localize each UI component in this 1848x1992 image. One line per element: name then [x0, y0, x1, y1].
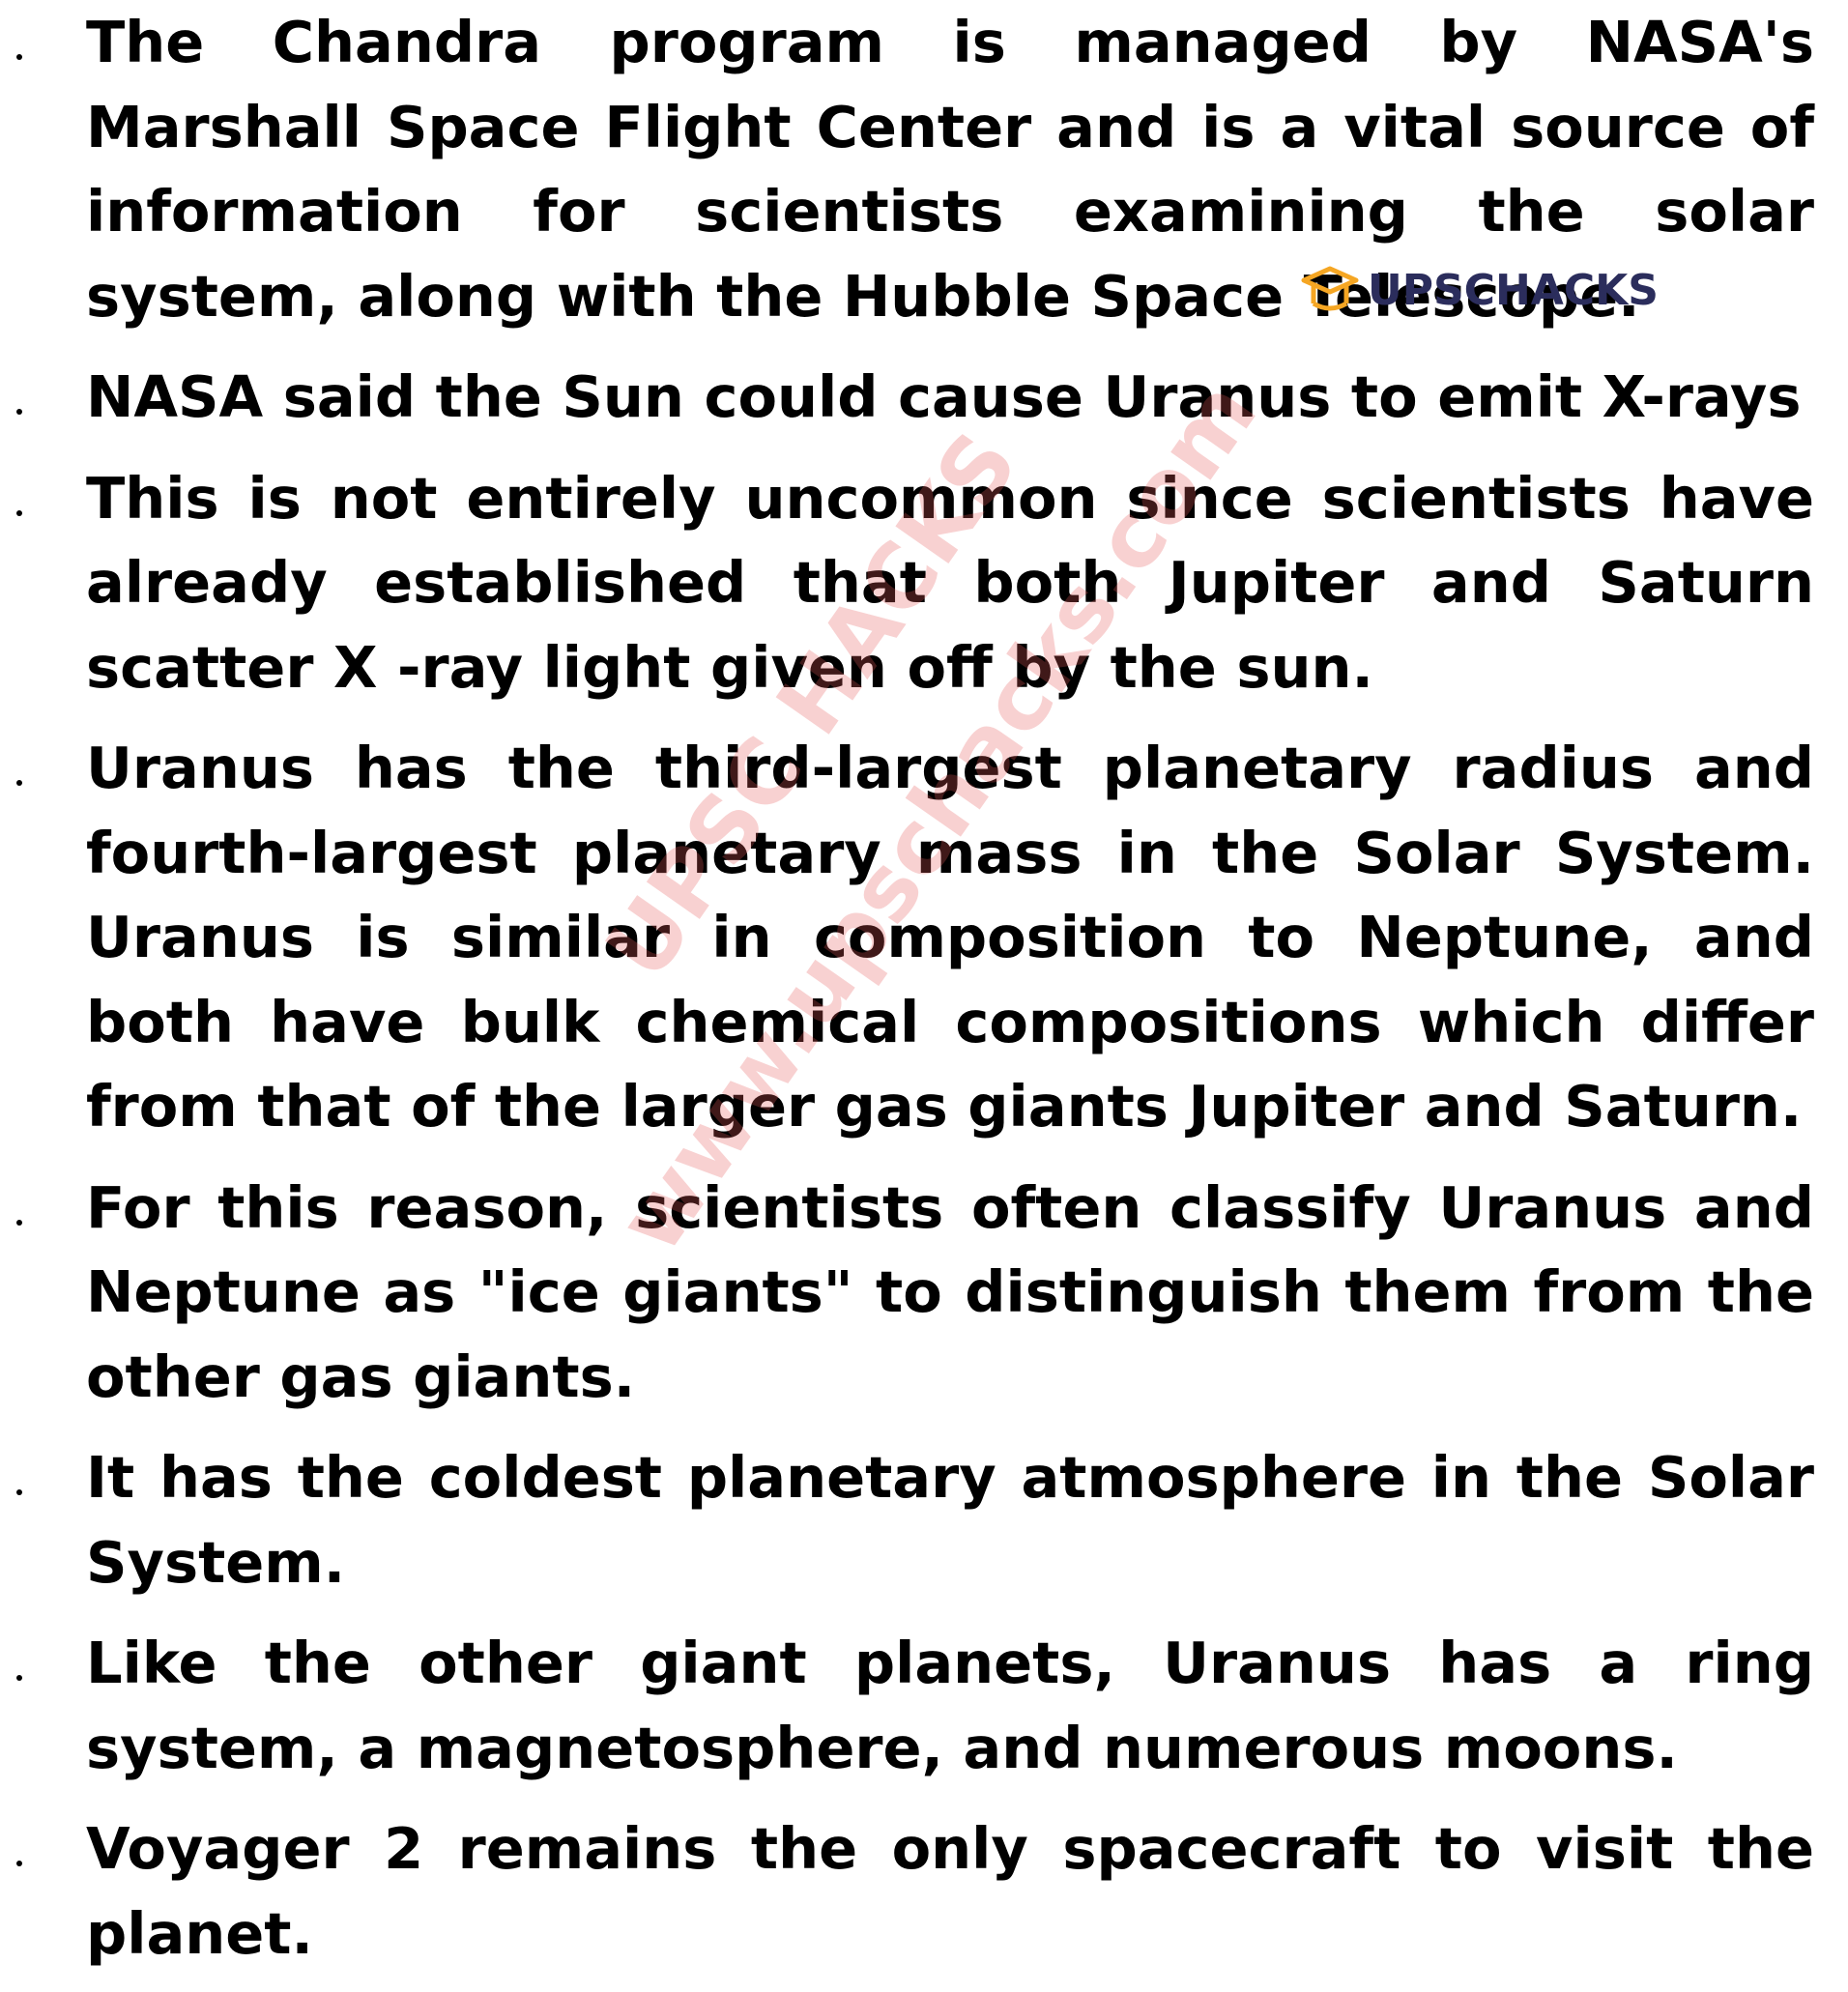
bullet-item: The Chandra program is managed by NASA's…	[16, 0, 1814, 338]
bullet-item: For this reason, scientists often classi…	[16, 1166, 1814, 1420]
bullet-item: Voyager 2 remains the only spacecraft to…	[16, 1806, 1814, 1976]
bullet-item: Uranus has the third-largest planetary r…	[16, 726, 1814, 1149]
bullet-item: NASA said the Sun could cause Uranus to …	[16, 355, 1814, 440]
page: The Chandra program is managed by NASA's…	[16, 9, 1814, 1967]
bullet-item: This is not entirely uncommon since scie…	[16, 456, 1814, 710]
logo: UPSCHACKS	[1300, 263, 1659, 317]
logo-icon	[1301, 266, 1359, 311]
bullet-item: It has the coldest planetary atmosphere …	[16, 1435, 1814, 1604]
bullet-item: Like the other giant planets, Uranus has…	[16, 1621, 1814, 1790]
logo-text: UPSCHACKS	[1368, 265, 1659, 315]
